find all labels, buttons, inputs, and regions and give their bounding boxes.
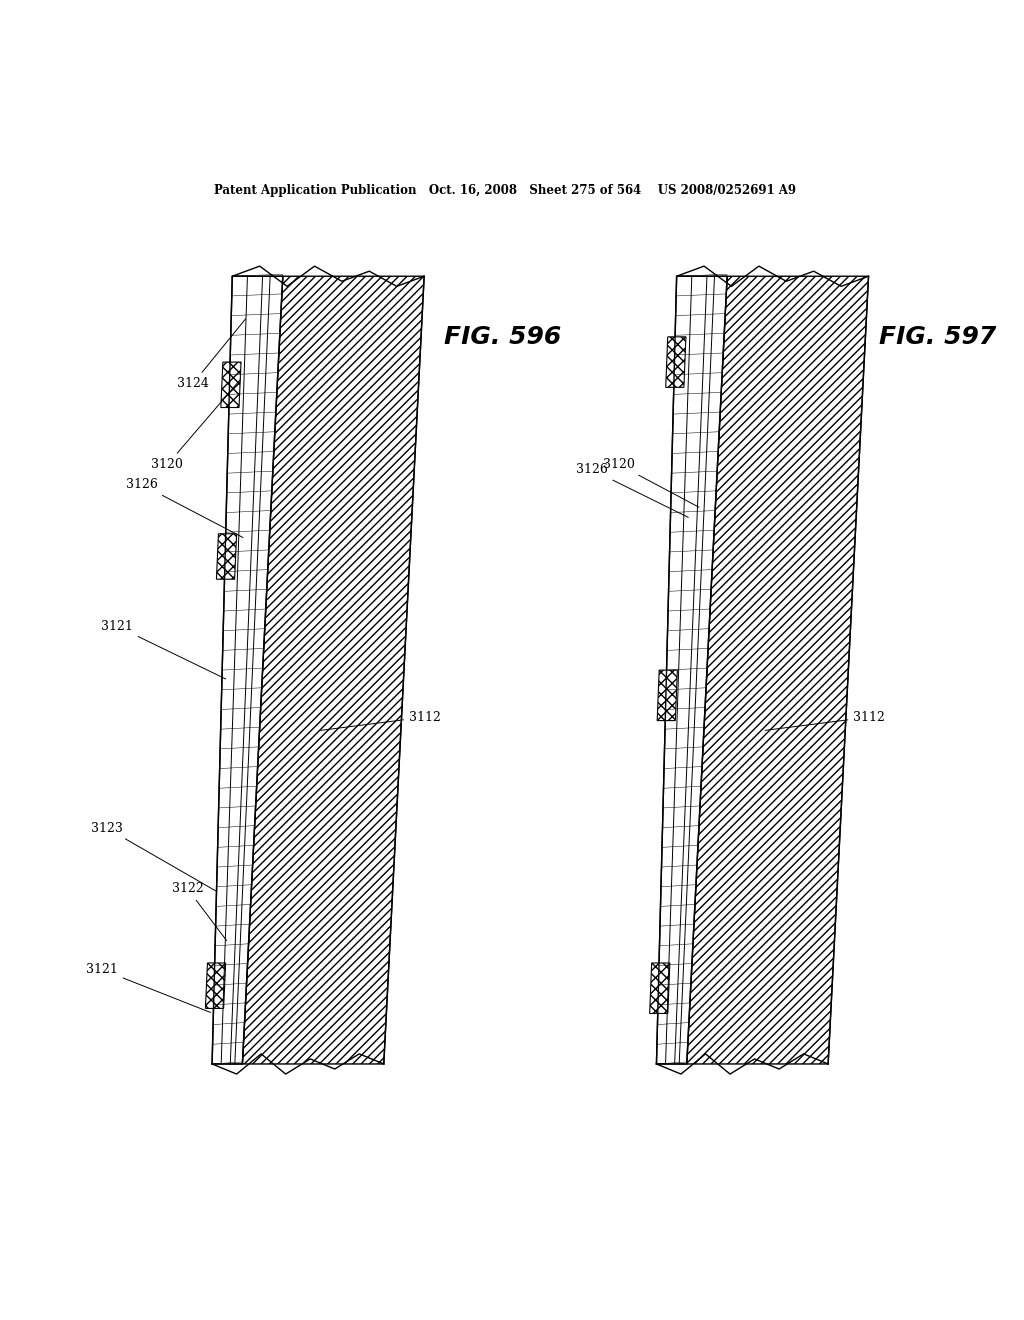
Polygon shape [687,276,868,1064]
Text: 3112: 3112 [321,710,441,730]
Polygon shape [221,362,241,408]
Polygon shape [243,276,424,1064]
Text: 3123: 3123 [91,821,216,891]
Polygon shape [649,964,670,1014]
Polygon shape [206,964,225,1008]
Text: 3126: 3126 [126,478,243,537]
Polygon shape [657,671,677,721]
Text: 3120: 3120 [603,458,699,507]
Polygon shape [216,533,237,579]
Text: FIG. 596: FIG. 596 [444,325,561,348]
Text: FIG. 597: FIG. 597 [879,325,996,348]
Text: 3112: 3112 [765,710,886,730]
Text: 3121: 3121 [101,619,225,678]
Text: 3121: 3121 [86,964,211,1012]
Text: 3124: 3124 [177,319,246,391]
Polygon shape [666,337,686,387]
Polygon shape [212,276,283,1064]
Text: 3122: 3122 [172,882,226,941]
Text: Patent Application Publication   Oct. 16, 2008   Sheet 275 of 564    US 2008/025: Patent Application Publication Oct. 16, … [214,183,796,197]
Text: 3126: 3126 [575,463,688,517]
Polygon shape [656,276,727,1064]
Text: 3120: 3120 [152,379,241,471]
